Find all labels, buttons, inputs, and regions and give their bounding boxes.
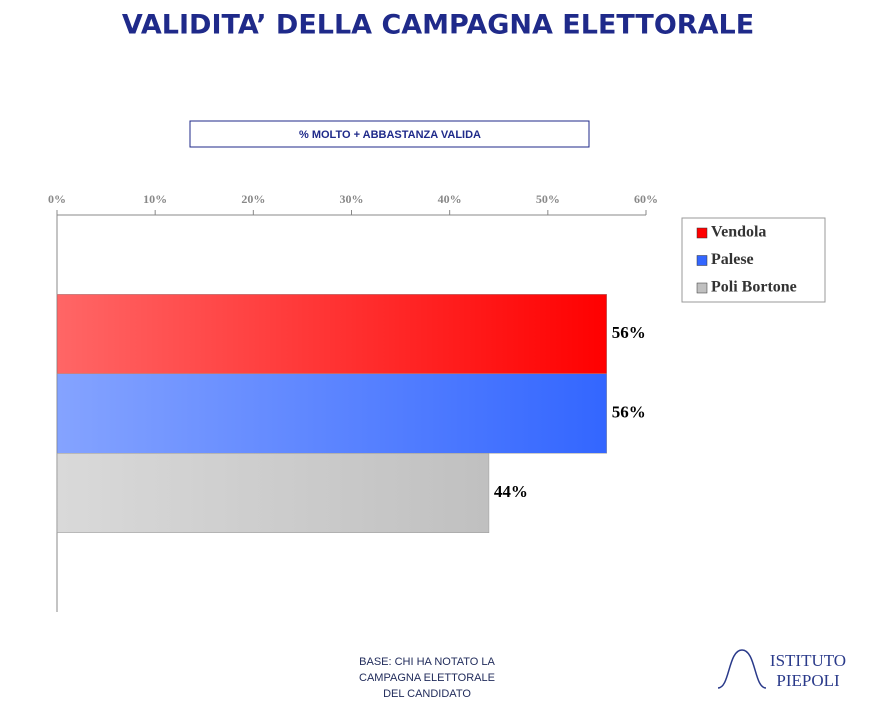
value-label: 56%	[612, 402, 646, 421]
logo-text: PIEPOLI	[776, 671, 840, 690]
footnote: DEL CANDIDATO	[383, 688, 471, 700]
x-tick-label: 10%	[143, 192, 167, 206]
bar	[56, 294, 607, 374]
value-label: 44%	[494, 482, 528, 501]
logo-text: ISTITUTO	[770, 651, 846, 670]
footnote: CAMPAGNA ELETTORALE	[359, 672, 495, 684]
x-tick-label: 50%	[536, 192, 560, 206]
subtitle: % MOLTO + ABBASTANZA VALIDA	[299, 129, 481, 141]
x-tick-label: 30%	[340, 192, 364, 206]
x-tick-label: 60%	[634, 192, 658, 206]
legend-swatch	[696, 227, 708, 239]
x-tick-label: 20%	[241, 192, 265, 206]
footnote: BASE: CHI HA NOTATO LA	[359, 656, 495, 668]
legend-label: Vendola	[711, 224, 766, 241]
chart-title: VALIDITA’ DELLA CAMPAGNA ELETTORALE	[122, 10, 754, 41]
legend-label: Palese	[711, 251, 754, 268]
legend-swatch	[696, 255, 708, 266]
legend-swatch	[696, 282, 708, 294]
logo-mark	[717, 649, 767, 689]
x-tick-label: 40%	[438, 192, 462, 206]
x-tick-label: 0%	[48, 192, 66, 206]
value-label: 56%	[612, 323, 646, 342]
subtitle-box	[189, 120, 590, 148]
bar	[56, 453, 490, 533]
legend-label: Poli Bortone	[711, 279, 797, 296]
bar	[56, 373, 607, 454]
